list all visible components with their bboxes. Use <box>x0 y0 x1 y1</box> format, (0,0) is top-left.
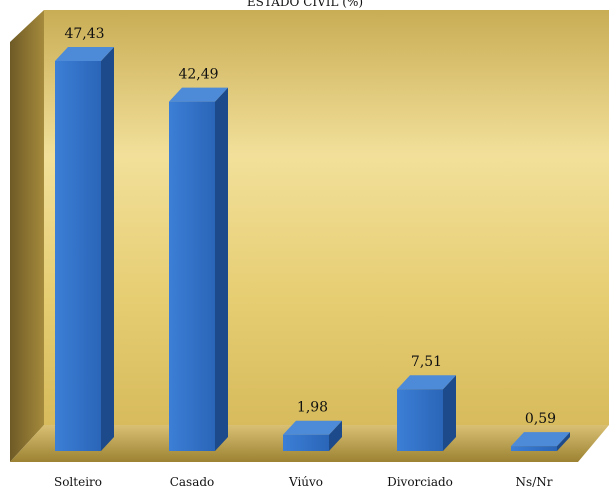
bar-front <box>511 446 557 451</box>
chart-back-wall <box>44 10 609 425</box>
bar-front <box>283 434 329 451</box>
bar-front <box>169 101 215 451</box>
data-label: 7,51 <box>411 354 442 370</box>
data-label: 47,43 <box>64 26 104 42</box>
category-labels: Solteiro Casado Viúvo Divorciado Ns/Nr <box>54 475 553 489</box>
bar-side <box>215 87 228 451</box>
bar-top <box>397 375 456 390</box>
bar-side <box>329 420 342 451</box>
bar-front <box>55 61 101 451</box>
bar-front <box>397 389 443 451</box>
bars-group: 47,43 42,49 1,98 7,51 0,59 <box>55 26 570 451</box>
bar-solteiro <box>55 47 114 451</box>
data-label: 0,59 <box>525 411 556 427</box>
bar-side <box>101 47 114 451</box>
category-label: Viúvo <box>288 475 323 489</box>
chart-side-wall <box>10 10 44 462</box>
bar-divorciado <box>397 375 456 451</box>
bar-top <box>169 87 228 102</box>
data-label: 42,49 <box>178 67 218 83</box>
bar-top <box>511 432 570 447</box>
category-label: Ns/Nr <box>516 475 553 489</box>
category-label: Divorciado <box>387 475 453 489</box>
bar-top <box>55 47 114 61</box>
bar-side <box>443 375 456 451</box>
bar-ns-nr <box>511 432 570 451</box>
data-label: 1,98 <box>297 400 328 416</box>
bar-casado <box>169 87 228 451</box>
bar-top <box>283 420 342 435</box>
bar-vi-vo <box>283 420 342 451</box>
category-label: Solteiro <box>54 475 102 489</box>
category-label: Casado <box>170 475 215 489</box>
chart-title: ESTADO CIVIL (%) <box>247 0 363 9</box>
bar-side <box>557 432 570 451</box>
